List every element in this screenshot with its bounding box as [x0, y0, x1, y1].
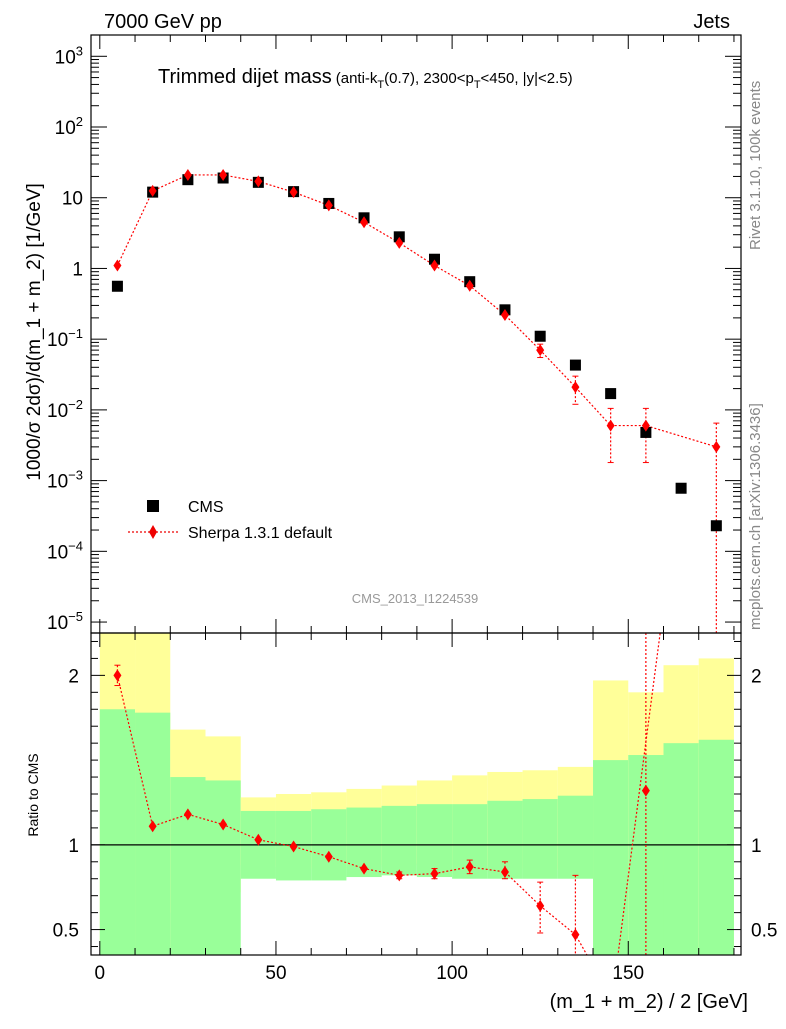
sherpa-point	[219, 168, 228, 181]
cms-point	[569, 359, 581, 371]
sherpa-point	[289, 186, 298, 199]
band-inner	[135, 712, 171, 955]
legend-label-cms: CMS	[188, 499, 224, 516]
sherpa-point	[254, 175, 263, 188]
sherpa-point	[360, 216, 369, 229]
band-inner	[522, 799, 558, 879]
band-inner	[99, 709, 136, 955]
band-inner	[416, 804, 453, 878]
ratio-point	[183, 808, 192, 821]
band-inner	[593, 760, 629, 955]
ratio-point	[289, 840, 298, 853]
sherpa-point	[500, 308, 509, 321]
sherpa-ratio-line-tail	[617, 633, 661, 955]
cms-point	[534, 330, 546, 342]
band-inner	[487, 800, 523, 879]
cms-point	[605, 388, 617, 400]
ratio-tick-label-right: 0.5	[751, 921, 777, 942]
y-tick-label: 10−3	[47, 468, 83, 493]
ratio-point	[219, 818, 228, 831]
plot-title: Trimmed dijet mass (anti-kT(0.7), 2300<pT…	[158, 66, 573, 91]
cms-point	[428, 253, 440, 265]
band-inner	[205, 780, 241, 955]
ratio-point	[254, 833, 263, 846]
sherpa-point	[113, 259, 122, 272]
ratio-point	[430, 867, 439, 880]
ratio-point	[395, 869, 404, 882]
sherpa-point	[395, 236, 404, 249]
ratio-tick-label-right: 2	[751, 666, 762, 687]
sherpa-point	[430, 259, 439, 272]
ratio-point	[500, 865, 509, 878]
band-inner	[381, 805, 417, 876]
cms-point	[640, 426, 652, 438]
ratio-tick-label-right: 1	[751, 836, 762, 857]
mcplots-label: mcplots.cern.ch [arXiv:1306.3436]	[747, 403, 764, 630]
band-inner	[557, 795, 594, 879]
cms-point	[710, 520, 722, 532]
ratio-point	[465, 860, 474, 873]
x-tick-label: 150	[612, 963, 644, 984]
header-right: Jets	[693, 11, 730, 33]
ratio-point	[641, 784, 650, 797]
y-tick-label: 10−5	[47, 609, 83, 634]
y-tick-label: 102	[55, 114, 83, 139]
cms-point	[111, 280, 123, 292]
analysis-watermark: CMS_2013_I1224539	[352, 591, 479, 606]
ratio-point	[148, 820, 157, 833]
y-axis-label: 1000/σ 2dσ)/d(m_1 + m_2) [1/GeV]	[24, 183, 45, 481]
sherpa-point	[465, 279, 474, 292]
sherpa-point	[183, 168, 192, 181]
sherpa-point	[571, 381, 580, 394]
sherpa-line	[116, 174, 717, 448]
main-frame	[90, 34, 742, 634]
y-tick-label: 103	[55, 43, 83, 68]
x-tick-label: 50	[265, 963, 286, 984]
band-inner	[663, 743, 699, 955]
legend-label-sherpa: Sherpa 1.3.1 default	[188, 525, 333, 542]
y-tick-label: 10−4	[47, 538, 83, 563]
band-inner	[170, 777, 206, 955]
x-tick-label: 100	[436, 963, 468, 984]
band-inner	[698, 739, 734, 955]
sherpa-point	[712, 440, 721, 453]
sherpa-point	[641, 419, 650, 432]
ratio-point	[571, 928, 580, 941]
ratio-tick-label: 0.5	[53, 921, 79, 942]
y-tick-label: 1	[72, 259, 83, 280]
sherpa-point	[148, 184, 157, 197]
ratio-point	[324, 850, 333, 863]
ratio-axis-label: Ratio to CMS	[25, 753, 41, 836]
sherpa-point	[324, 199, 333, 212]
rivet-label: Rivet 3.1.10, 100k events	[747, 81, 764, 250]
legend: CMS Sherpa 1.3.1 default	[128, 499, 333, 542]
header-left: 7000 GeV pp	[104, 11, 222, 33]
ratio-point	[113, 669, 122, 682]
cms-point	[675, 482, 687, 494]
x-axis-label: (m_1 + m_2) / 2 [GeV]	[550, 991, 748, 1013]
cms-point	[393, 231, 405, 243]
legend-marker-cms	[147, 500, 159, 512]
ratio-point	[536, 899, 545, 912]
y-tick-label: 10	[62, 189, 83, 210]
ratio-tick-label: 2	[68, 666, 79, 687]
ratio-point	[360, 862, 369, 875]
legend-marker-sherpa	[149, 525, 157, 539]
y-tick-label: 10−2	[47, 397, 83, 422]
y-tick-label: 10−1	[47, 326, 83, 351]
sherpa-point	[536, 344, 545, 357]
ratio-tick-label: 1	[68, 836, 79, 857]
x-tick-label: 0	[95, 963, 106, 984]
sherpa-point	[606, 419, 615, 432]
